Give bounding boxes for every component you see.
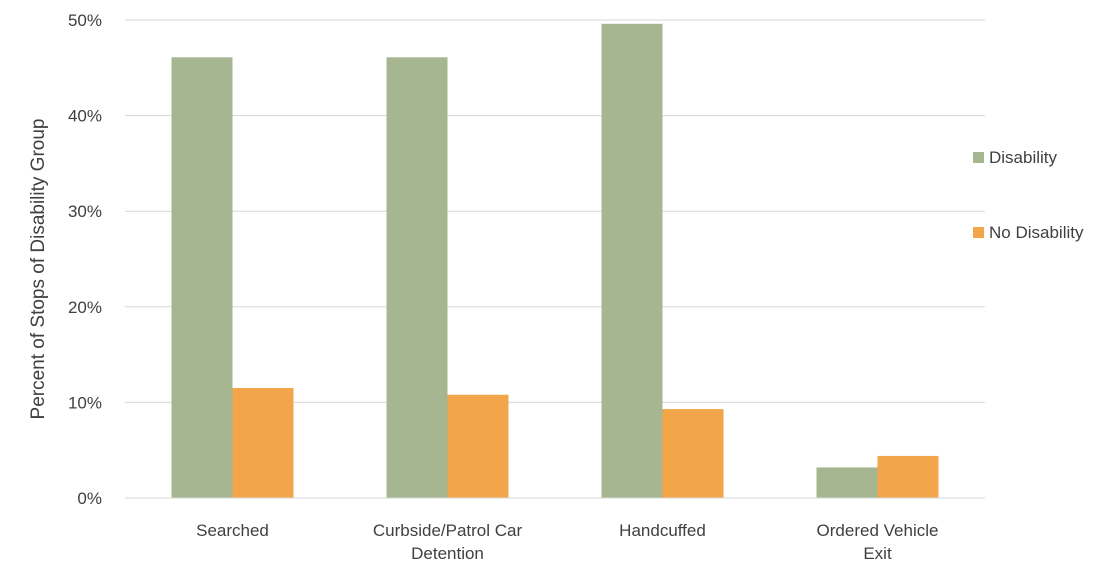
bar-disability [816, 467, 878, 498]
bar-disability [386, 57, 448, 499]
y-tick-label: 10% [68, 393, 102, 412]
y-axis-title: Percent of Stops of Disability Group [28, 119, 49, 420]
bar-disability [601, 23, 663, 498]
bar-no-disability [877, 455, 939, 498]
bar-no-disability [232, 388, 294, 498]
y-tick-label: 30% [68, 202, 102, 221]
y-tick-label: 20% [68, 298, 102, 317]
y-tick-label: 40% [68, 107, 102, 126]
y-axis-ticks: 0% 10% 20% 30% 40% 50% [68, 11, 102, 508]
x-category-label: Searched [196, 521, 269, 540]
legend: Disability No Disability [973, 148, 1084, 242]
gridlines [125, 19, 985, 403]
y-tick-label: 50% [68, 11, 102, 30]
y-tick-label: 0% [77, 489, 102, 508]
bar-no-disability [662, 409, 724, 498]
bars [171, 23, 939, 499]
x-category-label: Curbside/Patrol Car Detention [373, 521, 523, 563]
bar-disability [171, 57, 233, 499]
x-axis-categories: Searched Curbside/Patrol Car Detention Hand… [196, 521, 938, 563]
legend-label: No Disability [989, 223, 1084, 242]
x-category-label: Handcuffed [619, 521, 706, 540]
legend-label: Disability [989, 148, 1058, 167]
x-category-label: Ordered Vehicle Exit [817, 521, 939, 563]
legend-swatch [973, 227, 984, 238]
bar-no-disability [447, 394, 509, 498]
legend-swatch [973, 152, 984, 163]
